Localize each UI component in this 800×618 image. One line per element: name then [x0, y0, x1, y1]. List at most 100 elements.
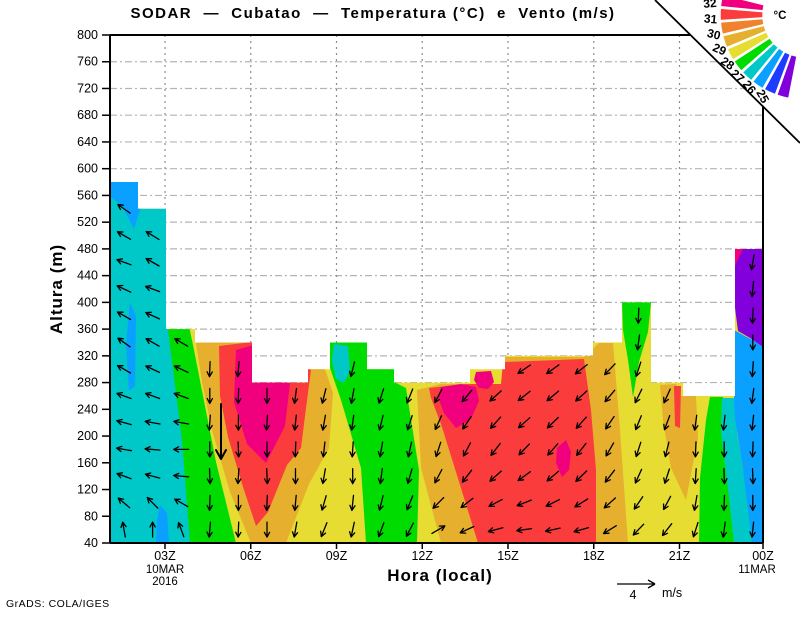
- wind-vector: [720, 414, 728, 431]
- wind-vector: [120, 521, 127, 538]
- wind-vector: [692, 441, 699, 458]
- wind-vector: [489, 390, 502, 402]
- wind-vector: [144, 285, 161, 293]
- legend-fan-segment: [763, 50, 792, 96]
- wind-vector: [116, 418, 132, 426]
- legend-fan-label: 25: [753, 87, 772, 106]
- wind-vector: [634, 415, 642, 431]
- wind-vector: [605, 415, 615, 430]
- x-tick-label: 06Z: [240, 549, 262, 563]
- wind-vector: [349, 441, 356, 458]
- wind-vector: [405, 522, 415, 537]
- wind-vector: [661, 523, 673, 537]
- y-tick-label: 640: [77, 135, 98, 149]
- wind-vector: [604, 469, 616, 483]
- wind-vector: [173, 446, 190, 453]
- wind-vector: [206, 361, 213, 378]
- wind-vector: [461, 389, 473, 403]
- wind-vector: [292, 414, 299, 431]
- wind-vector: [117, 203, 131, 214]
- wind-vector: [604, 363, 616, 376]
- wind-vector: [377, 388, 385, 404]
- wind-vector: [749, 441, 756, 458]
- wind-vector: [545, 498, 561, 508]
- wind-vector: [377, 468, 385, 485]
- legend-fan-segment: [719, 0, 766, 12]
- wind-vector: [144, 419, 161, 426]
- y-tick-label: 280: [77, 376, 98, 390]
- wind-vector: [720, 441, 728, 458]
- wind-vector: [518, 443, 531, 456]
- wind-vector: [517, 471, 531, 482]
- wind-vector: [146, 496, 159, 509]
- wind-vector: [349, 387, 356, 404]
- wind-vector: [116, 472, 132, 480]
- contour-field: [110, 182, 763, 543]
- wind-scale-unit: m/s: [662, 586, 682, 600]
- wind-vector: [405, 414, 413, 431]
- wind-vector: [206, 441, 214, 458]
- wind-vector: [634, 441, 642, 458]
- wind-scale-arrow: [617, 579, 656, 589]
- wind-vector: [432, 496, 445, 509]
- wind-vector: [575, 470, 588, 483]
- contour-region-skyblue-streak-2: [156, 505, 169, 543]
- x-tick-label: 18Z: [583, 549, 605, 563]
- wind-vector: [663, 441, 670, 458]
- wind-vector: [291, 521, 299, 538]
- wind-vector: [487, 527, 504, 534]
- wind-vector: [235, 414, 242, 431]
- contour-region-green-column-22z: [699, 397, 734, 543]
- wind-vector: [377, 414, 384, 431]
- wind-vector: [749, 387, 756, 405]
- wind-vector: [544, 527, 561, 534]
- legend-fan-label: 31: [703, 11, 718, 26]
- legend-fan-segment: [732, 36, 775, 73]
- wind-vector: [434, 415, 443, 431]
- wind-vector: [145, 365, 161, 374]
- wind-vector: [634, 468, 643, 484]
- wind-vector: [406, 441, 413, 458]
- wind-vector: [662, 495, 672, 511]
- y-tick-label: 200: [77, 429, 98, 443]
- wind-vector: [234, 361, 242, 378]
- wind-vector: [173, 365, 189, 374]
- y-tick-label: 560: [77, 188, 98, 202]
- contour-region-skyblue-streak-1: [126, 302, 136, 391]
- wind-vector: [320, 388, 327, 404]
- wind-vector: [144, 472, 161, 479]
- wind-vector: [602, 525, 617, 535]
- wind-vector: [489, 416, 502, 429]
- wind-vector: [749, 280, 756, 298]
- wind-vector: [434, 441, 442, 458]
- wind-vector: [144, 391, 161, 400]
- wind-vector: [263, 441, 271, 458]
- wind-vector: [461, 469, 473, 483]
- wind-vector: [235, 521, 242, 538]
- wind-vector: [145, 257, 160, 267]
- x-axis-title: Hora (local): [387, 566, 493, 585]
- x-tick-label: 09Z: [326, 549, 348, 563]
- wind-vector: [116, 391, 132, 400]
- contour-region-green-column-09z: [330, 342, 419, 543]
- x-tick-label: 15Z: [497, 549, 519, 563]
- wind-vector: [462, 442, 472, 457]
- x-tick-label: 21Z: [669, 549, 691, 563]
- wind-vector: [576, 442, 587, 456]
- wind-vector: [575, 390, 588, 402]
- wind-vector: [320, 468, 327, 485]
- wind-vector: [377, 494, 384, 511]
- wind-vector: [320, 522, 328, 538]
- wind-vector: [574, 498, 589, 508]
- contour-region-magenta-17z-spot: [556, 440, 571, 477]
- wind-vector: [206, 387, 214, 405]
- wind-vector: [547, 443, 559, 456]
- contour-region-skyblue-cap-left: [110, 182, 141, 229]
- wind-vector: [574, 363, 588, 375]
- legend-fan-segment: [775, 53, 798, 100]
- wind-vector: [605, 442, 615, 457]
- wind-vector: [117, 337, 131, 348]
- wind-vector: [177, 521, 185, 538]
